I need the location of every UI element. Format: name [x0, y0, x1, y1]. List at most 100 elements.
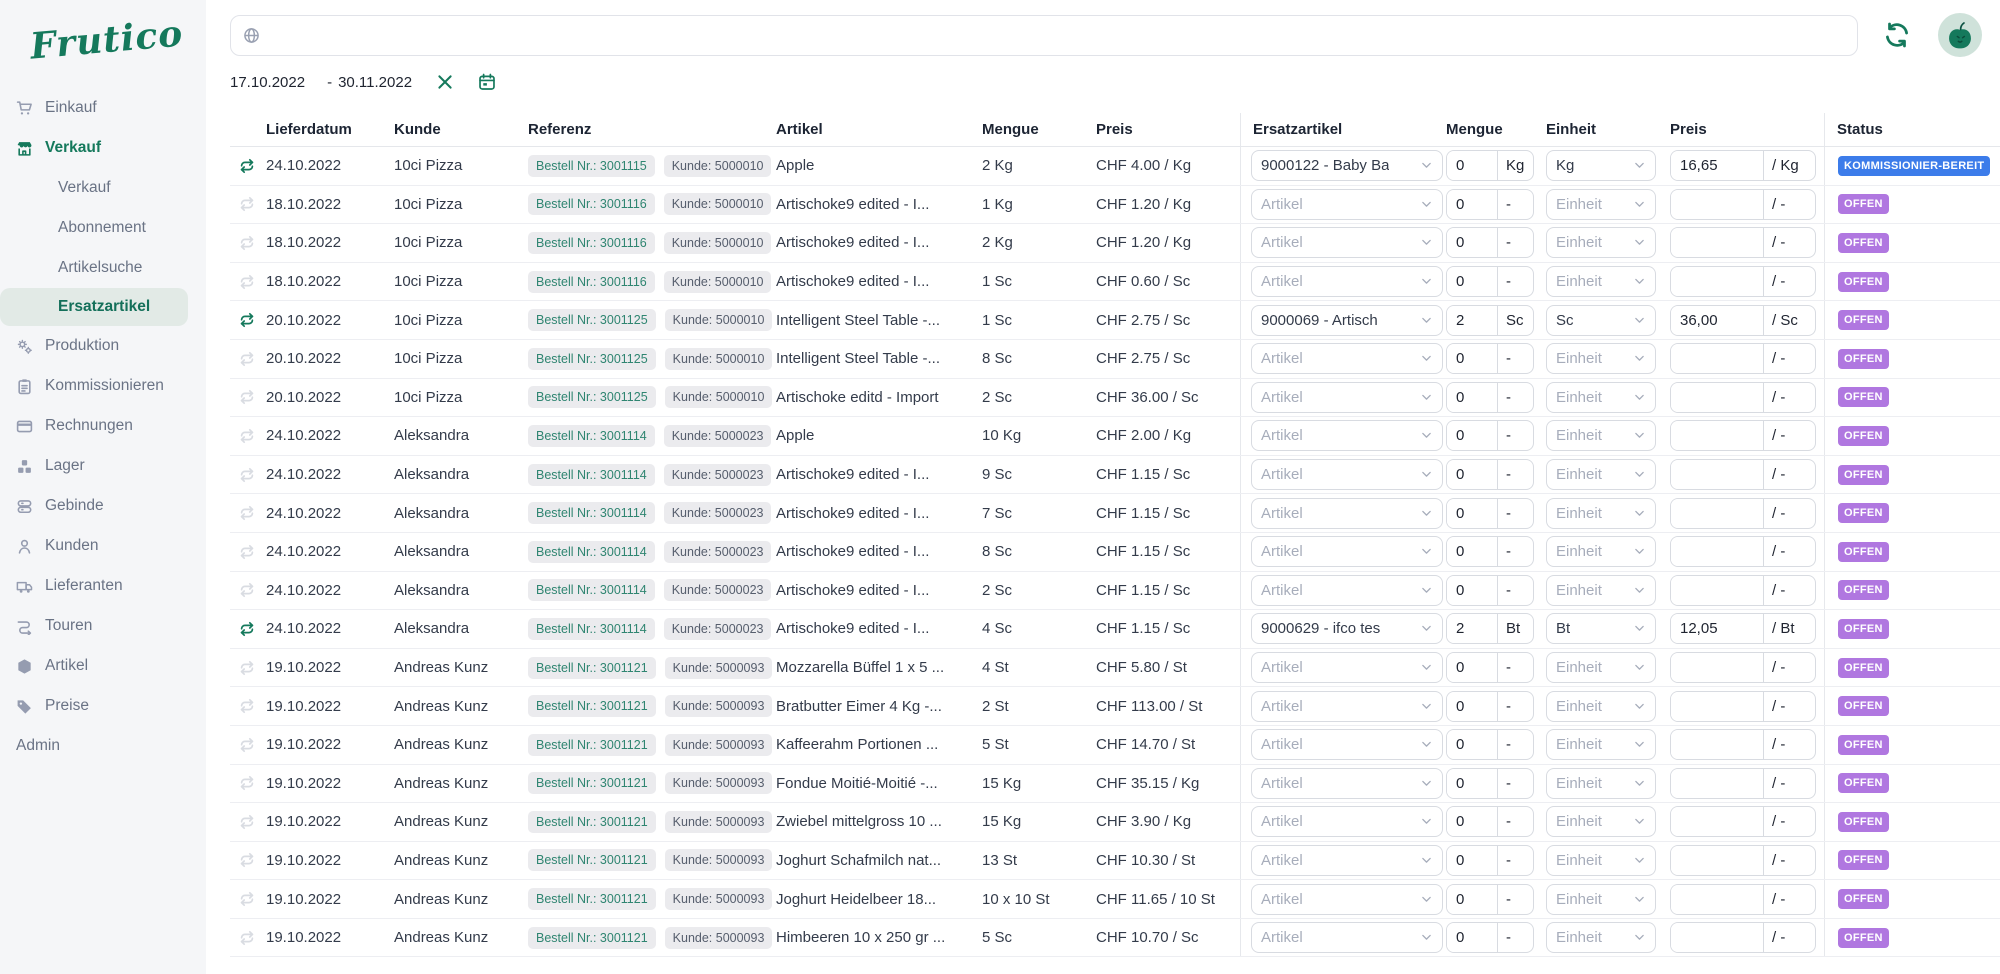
swap-icon[interactable] — [239, 312, 255, 328]
menge-input[interactable] — [1447, 691, 1497, 721]
einheit-select[interactable]: Einheit — [1546, 652, 1656, 684]
swap-icon[interactable] — [239, 235, 255, 251]
swap-icon[interactable] — [239, 544, 255, 560]
menge-input[interactable] — [1447, 498, 1497, 528]
ersatzartikel-select[interactable]: Artikel — [1251, 574, 1443, 606]
menge-input[interactable] — [1447, 344, 1497, 374]
preis-input[interactable] — [1671, 923, 1763, 953]
menge-input[interactable] — [1447, 305, 1497, 335]
sidebar-item-ersatzartikel[interactable]: Ersatzartikel — [0, 288, 188, 326]
preis-input[interactable] — [1671, 537, 1763, 567]
search-input[interactable] — [268, 15, 1845, 55]
einheit-select[interactable]: Einheit — [1546, 497, 1656, 529]
preis-input[interactable] — [1671, 344, 1763, 374]
sidebar-item-produktion[interactable]: Produktion — [0, 326, 206, 366]
menge-input[interactable] — [1447, 807, 1497, 837]
einheit-select[interactable]: Einheit — [1546, 227, 1656, 259]
menge-input[interactable] — [1447, 653, 1497, 683]
ersatzartikel-select[interactable]: 9000122 - Baby Ba — [1251, 150, 1443, 182]
einheit-select[interactable]: Einheit — [1546, 844, 1656, 876]
menge-input[interactable] — [1447, 614, 1497, 644]
swap-icon[interactable] — [239, 891, 255, 907]
ersatzartikel-select[interactable]: Artikel — [1251, 381, 1443, 413]
preis-input[interactable] — [1671, 730, 1763, 760]
menge-input[interactable] — [1447, 845, 1497, 875]
preis-input[interactable] — [1671, 614, 1763, 644]
einheit-select[interactable]: Bt — [1546, 613, 1656, 645]
preis-input[interactable] — [1671, 575, 1763, 605]
einheit-select[interactable]: Einheit — [1546, 806, 1656, 838]
menge-input[interactable] — [1447, 884, 1497, 914]
swap-icon[interactable] — [239, 274, 255, 290]
sidebar-item-lieferanten[interactable]: Lieferanten — [0, 566, 206, 606]
sidebar-item-rechnungen[interactable]: Rechnungen — [0, 406, 206, 446]
preis-input[interactable] — [1671, 653, 1763, 683]
swap-icon[interactable] — [239, 737, 255, 753]
date-to[interactable]: 30.11.2022 — [338, 73, 413, 91]
einheit-select[interactable]: Einheit — [1546, 690, 1656, 722]
einheit-select[interactable]: Einheit — [1546, 188, 1656, 220]
swap-icon[interactable] — [239, 814, 255, 830]
refresh-icon[interactable] — [1884, 22, 1910, 48]
brand-logo[interactable]: Frutico — [28, 12, 185, 68]
preis-input[interactable] — [1671, 807, 1763, 837]
date-from[interactable]: 17.10.2022 — [230, 73, 306, 91]
sidebar-item-abonnement[interactable]: Abonnement — [58, 219, 146, 236]
ersatzartikel-select[interactable]: Artikel — [1251, 420, 1443, 452]
preis-input[interactable] — [1671, 884, 1763, 914]
swap-icon[interactable] — [239, 660, 255, 676]
swap-icon[interactable] — [239, 196, 255, 212]
einheit-select[interactable]: Kg — [1546, 150, 1656, 182]
menge-input[interactable] — [1447, 768, 1497, 798]
swap-icon[interactable] — [239, 158, 255, 174]
menge-input[interactable] — [1447, 382, 1497, 412]
ersatzartikel-select[interactable]: Artikel — [1251, 652, 1443, 684]
einheit-select[interactable]: Einheit — [1546, 574, 1656, 606]
sidebar-item-artikel[interactable]: Artikel — [0, 646, 206, 686]
preis-input[interactable] — [1671, 305, 1763, 335]
ersatzartikel-select[interactable]: Artikel — [1251, 266, 1443, 298]
menge-input[interactable] — [1447, 228, 1497, 258]
menge-input[interactable] — [1447, 189, 1497, 219]
swap-icon[interactable] — [239, 775, 255, 791]
swap-icon[interactable] — [239, 351, 255, 367]
preis-input[interactable] — [1671, 421, 1763, 451]
clear-date-icon[interactable] — [436, 73, 454, 91]
preis-input[interactable] — [1671, 768, 1763, 798]
sidebar-item-gebinde[interactable]: Gebinde — [0, 486, 206, 526]
ersatzartikel-select[interactable]: Artikel — [1251, 690, 1443, 722]
ersatzartikel-select[interactable]: Artikel — [1251, 729, 1443, 761]
einheit-select[interactable]: Einheit — [1546, 536, 1656, 568]
menge-input[interactable] — [1447, 923, 1497, 953]
menge-input[interactable] — [1447, 575, 1497, 605]
einheit-select[interactable]: Einheit — [1546, 381, 1656, 413]
einheit-select[interactable]: Einheit — [1546, 266, 1656, 298]
sidebar-item-admin[interactable]: Admin — [16, 737, 60, 754]
preis-input[interactable] — [1671, 189, 1763, 219]
calendar-icon[interactable] — [478, 73, 496, 91]
sidebar-item-verkauf-sub[interactable]: Verkauf — [58, 179, 111, 196]
sidebar-item-verkauf[interactable]: Verkauf — [0, 128, 206, 168]
swap-icon[interactable] — [239, 505, 255, 521]
preis-input[interactable] — [1671, 228, 1763, 258]
menge-input[interactable] — [1447, 151, 1497, 181]
menge-input[interactable] — [1447, 267, 1497, 297]
preis-input[interactable] — [1671, 460, 1763, 490]
einheit-select[interactable]: Sc — [1546, 304, 1656, 336]
ersatzartikel-select[interactable]: Artikel — [1251, 227, 1443, 259]
ersatzartikel-select[interactable]: Artikel — [1251, 343, 1443, 375]
sidebar-item-einkauf[interactable]: Einkauf — [0, 88, 206, 128]
sidebar-item-kommissionieren[interactable]: Kommissionieren — [0, 366, 206, 406]
ersatzartikel-select[interactable]: Artikel — [1251, 188, 1443, 220]
einheit-select[interactable]: Einheit — [1546, 420, 1656, 452]
sidebar-item-artikelsuche[interactable]: Artikelsuche — [58, 259, 143, 276]
swap-icon[interactable] — [239, 621, 255, 637]
ersatzartikel-select[interactable]: Artikel — [1251, 806, 1443, 838]
swap-icon[interactable] — [239, 930, 255, 946]
menge-input[interactable] — [1447, 460, 1497, 490]
swap-icon[interactable] — [239, 582, 255, 598]
einheit-select[interactable]: Einheit — [1546, 767, 1656, 799]
sidebar-item-preise[interactable]: Preise — [0, 686, 206, 726]
ersatzartikel-select[interactable]: Artikel — [1251, 883, 1443, 915]
swap-icon[interactable] — [239, 428, 255, 444]
